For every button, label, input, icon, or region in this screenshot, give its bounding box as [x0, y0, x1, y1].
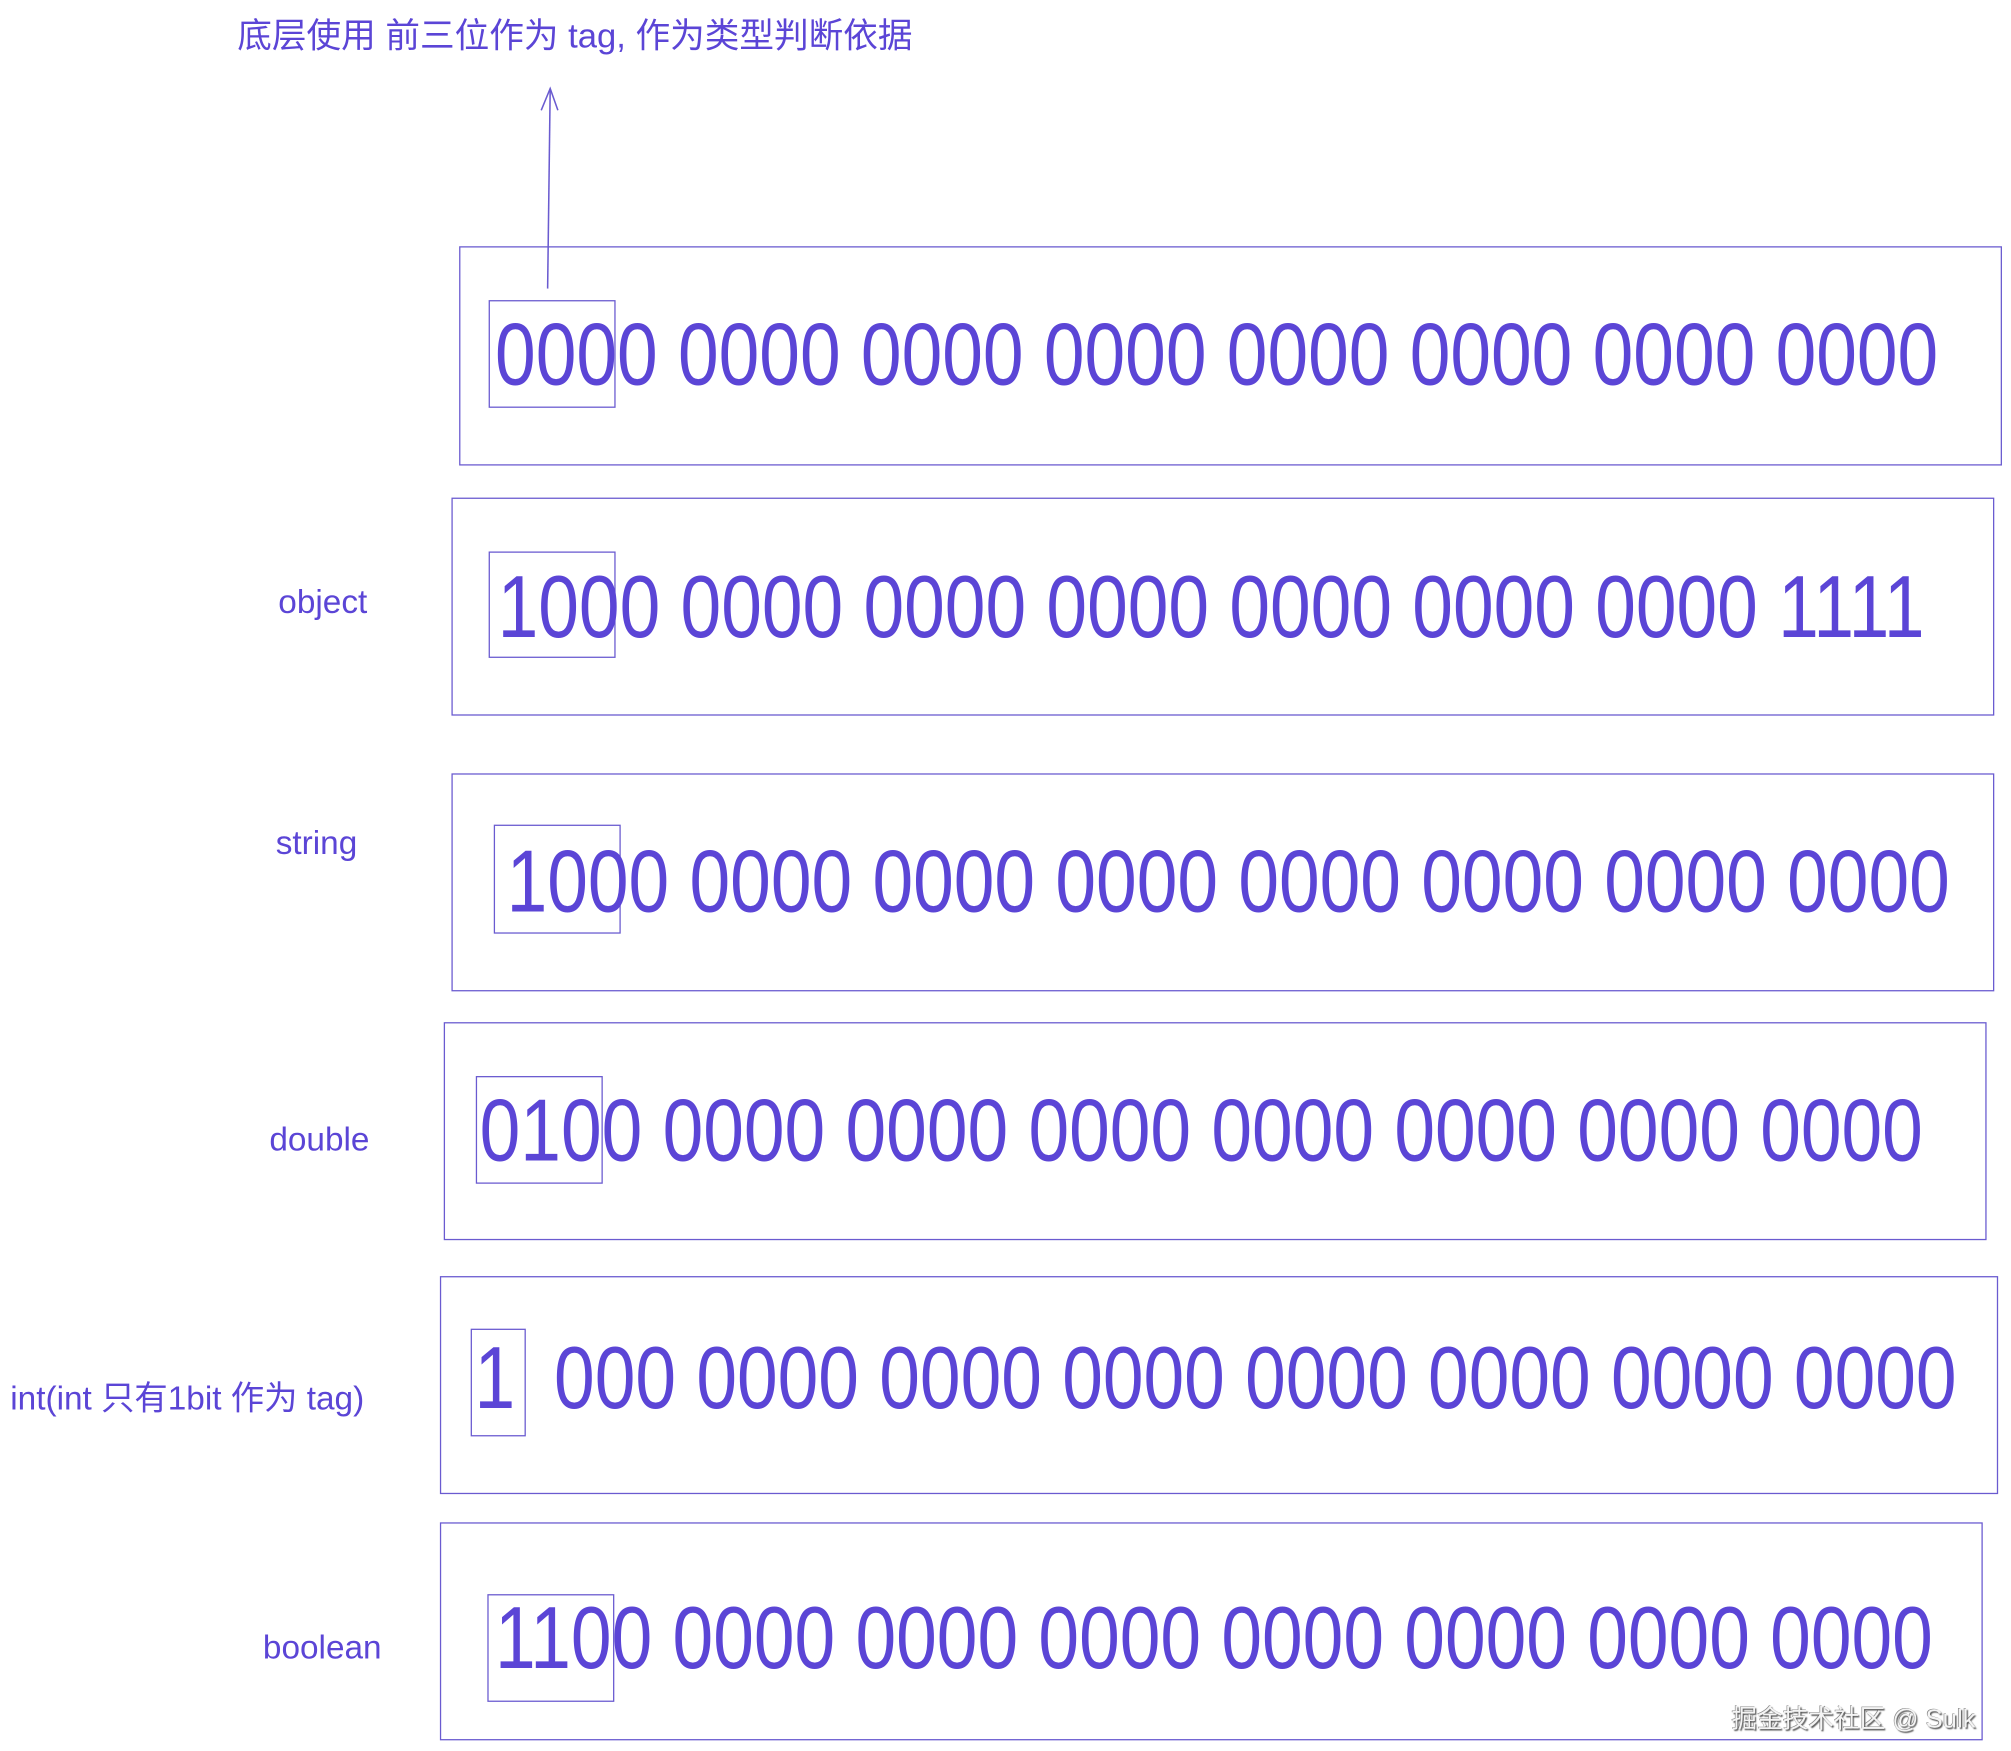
tag-highlight	[487, 1594, 615, 1702]
bit-string: 000 0000 0000 0000 0000 0000 0000 0000	[554, 1329, 1957, 1428]
tag-highlight	[488, 300, 616, 408]
bits-box-int	[439, 1276, 1999, 1495]
tag-bit: 1	[474, 1329, 516, 1428]
type-label-double: double	[269, 1119, 370, 1159]
tag-highlight	[470, 1328, 526, 1437]
bit-string: 0000 0000 0000 0000 0000 0000 0000 0000	[495, 305, 1939, 405]
tag-highlight	[493, 824, 621, 934]
tag-highlight	[475, 1076, 603, 1184]
type-label-object: object	[278, 582, 368, 621]
bit-string: 1100 0000 0000 0000 0000 0000 0000 0000	[495, 1589, 1933, 1689]
type-label-string: string	[275, 823, 358, 862]
bits-box-object	[451, 497, 1995, 716]
bits-box-tag	[459, 246, 2002, 466]
type-label-int: int(int 只有1bit 作为 tag)	[10, 1378, 365, 1418]
bit-string: 1000 0000 0000 0000 0000 0000 0000 0000	[506, 832, 1950, 932]
bit-string: 1000 0000 0000 0000 0000 0000 0000 1111	[497, 558, 1925, 658]
type-label-boolean: boolean	[262, 1627, 382, 1666]
watermark: 掘金技术社区 @ Sulk	[1731, 1705, 1976, 1734]
bits-box-string	[451, 773, 1995, 992]
diagram-title: 底层使用 前三位作为 tag, 作为类型判断依据	[237, 16, 913, 56]
tag-highlight	[488, 551, 616, 658]
arrow-head-icon	[540, 86, 559, 111]
arrow-line	[546, 88, 551, 289]
bits-box-double	[443, 1022, 1987, 1241]
bits-box-boolean	[439, 1522, 1983, 1741]
bit-string: 0100 0000 0000 0000 0000 0000 0000 0000	[479, 1081, 1923, 1181]
